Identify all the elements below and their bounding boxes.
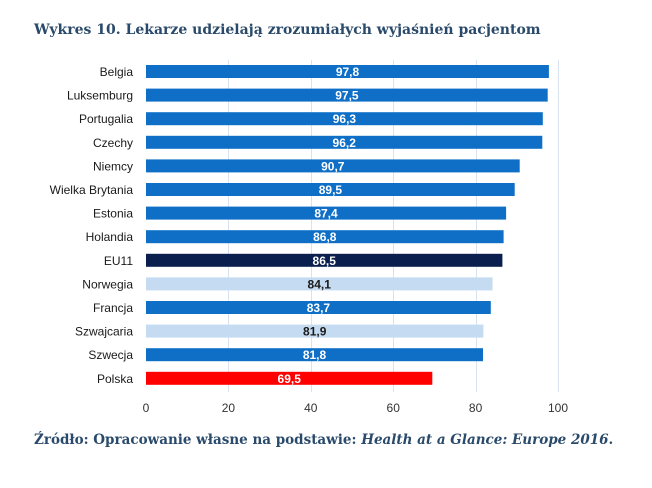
source-note: Źródło: Opracowanie własne na podstawie:… xyxy=(34,432,613,448)
data-label: 89,5 xyxy=(319,183,343,197)
bar xyxy=(146,301,491,314)
x-tick-label: 80 xyxy=(469,401,483,415)
data-label: 87,4 xyxy=(314,207,338,221)
bar xyxy=(146,65,549,78)
x-tick-label: 60 xyxy=(387,401,401,415)
bar xyxy=(146,135,543,149)
source-prefix: Źródło: Opracowanie własne na podstawie: xyxy=(34,432,362,448)
bar xyxy=(146,159,520,173)
category-label: Holandia xyxy=(86,230,134,244)
data-label: 84,1 xyxy=(308,277,332,291)
category-label: Czechy xyxy=(93,136,133,150)
bar xyxy=(146,230,504,244)
data-label: 86,8 xyxy=(313,230,337,244)
data-label: 81,9 xyxy=(303,325,327,339)
bar xyxy=(146,253,503,267)
data-label: 83,7 xyxy=(307,301,331,315)
x-tick-label: 20 xyxy=(222,401,236,415)
data-label: 97,5 xyxy=(335,89,359,103)
bar xyxy=(146,88,548,102)
x-tick-label: 0 xyxy=(143,401,150,415)
chart-title: Wykres 10. Lekarze udzielają zrozumiałyc… xyxy=(34,22,541,38)
category-label: Szwecja xyxy=(88,348,133,362)
x-tick-label: 100 xyxy=(548,401,568,415)
category-label: Estonia xyxy=(93,207,133,221)
source-suffix: . xyxy=(608,432,614,448)
data-label: 96,3 xyxy=(333,112,357,126)
category-label: Belgia xyxy=(100,65,134,79)
category-label: Norwegia xyxy=(82,277,133,291)
bar xyxy=(146,348,483,362)
category-label: Polska xyxy=(97,372,133,386)
bar xyxy=(146,206,507,220)
data-label: 96,2 xyxy=(333,136,357,150)
category-label: Szwajcaria xyxy=(75,325,133,339)
data-label: 90,7 xyxy=(321,159,345,173)
category-label: Portugalia xyxy=(79,112,133,126)
bar xyxy=(146,277,493,291)
bar xyxy=(146,371,433,385)
x-tick-label: 40 xyxy=(304,401,318,415)
source-title: Health at a Glance: Europe 2016 xyxy=(361,432,609,448)
category-label: Niemcy xyxy=(93,159,133,173)
bar xyxy=(146,324,484,338)
category-label: Wielka Brytania xyxy=(50,183,134,197)
data-label: 86,5 xyxy=(313,254,337,268)
category-label: Francja xyxy=(93,301,133,315)
category-label: Luksemburg xyxy=(67,89,133,103)
category-label: EU11 xyxy=(104,254,133,268)
bar xyxy=(146,112,543,126)
data-label: 81,8 xyxy=(303,348,327,362)
data-label: 97,8 xyxy=(336,65,360,79)
bar xyxy=(146,183,515,196)
data-label: 69,5 xyxy=(278,372,302,386)
